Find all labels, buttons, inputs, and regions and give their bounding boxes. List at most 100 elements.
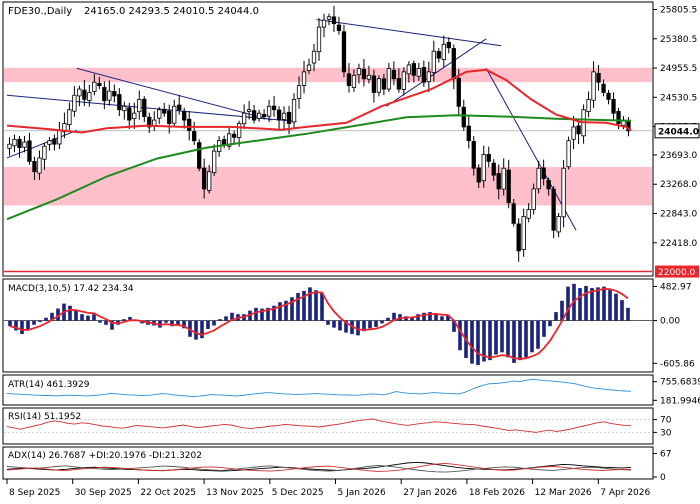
candle-body [231, 133, 237, 138]
candle-body [511, 203, 516, 224]
candle-body [576, 125, 581, 135]
macd-ytick-label: -605.86 [660, 359, 695, 369]
candle-body [162, 108, 167, 114]
candle-body [551, 188, 556, 231]
candle-body [97, 82, 102, 87]
candle-body [421, 67, 426, 83]
macd-bar [32, 320, 36, 325]
candle-body [22, 141, 27, 148]
macd-bar [560, 300, 564, 321]
macd-bar [488, 320, 492, 361]
candle-body [496, 173, 501, 190]
macd-bar [416, 314, 420, 321]
candle-body [606, 92, 611, 100]
macd-bar [80, 314, 84, 321]
atr-y-axis: 755.6839 181.9946 [653, 378, 700, 406]
candle-body [102, 87, 107, 102]
macd-bar [620, 300, 624, 321]
candle-body [222, 139, 227, 145]
candle-body [506, 169, 511, 204]
atr-line [6, 378, 632, 397]
macd-signal-line [9, 287, 629, 360]
candle-body [561, 167, 566, 218]
price-ytick-label: 24530.5 [660, 93, 697, 103]
current-price-box [654, 123, 700, 139]
macd-bar [218, 319, 222, 321]
candle-body [202, 167, 207, 190]
candle-body [117, 94, 122, 111]
macd-bar [338, 320, 342, 331]
x-tick-label: 27 Jan 2026 [403, 488, 457, 498]
candle-body [142, 98, 147, 118]
x-axis: 8 Sep 2025 30 Sep 2025 22 Oct 2025 13 Nov 2… [6, 479, 651, 498]
candle-body [7, 143, 12, 149]
macd-bar [92, 314, 96, 321]
trendline-3 [316, 19, 502, 47]
macd-bar [26, 320, 30, 331]
macd-bar [230, 312, 234, 321]
macd-panel: MACD(3,10,5) 17.42 234.34 [2, 278, 654, 373]
adx-line [6, 462, 632, 472]
candle-body [321, 19, 327, 28]
candle-body [122, 105, 127, 112]
macd-bar [14, 320, 18, 331]
candle-body [531, 188, 536, 211]
candle-body [326, 16, 332, 20]
candle-body [127, 107, 132, 121]
candle-body [306, 64, 312, 71]
atr-label: ATR(14) 461.3929 [8, 380, 90, 390]
rsi-ytick-label: 30 [660, 428, 672, 438]
candle-body [256, 112, 262, 119]
macd-bar [500, 320, 504, 353]
macd-ytick-label: 482.97 [660, 282, 692, 292]
macd-bar [314, 290, 318, 321]
macd-label: MACD(3,10,5) 17.42 234.34 [8, 284, 134, 294]
current-price-label: 24044.0 [658, 127, 699, 137]
candle-body [366, 74, 372, 80]
candle-body [132, 112, 137, 119]
candle-body [207, 171, 212, 191]
macd-bar [344, 320, 348, 333]
candle-body [516, 223, 521, 252]
candle-body [77, 88, 82, 97]
rsi-label: RSI(14) 51.1952 [8, 412, 81, 422]
price-symbol-label: FDE30.,Daily [8, 6, 72, 17]
macd-bar [428, 312, 432, 321]
candle-body [431, 50, 436, 73]
x-tick-label: 7 Apr 2026 [600, 488, 650, 498]
price-ytick-label: 25805.5 [660, 6, 697, 16]
candle-body [456, 77, 461, 107]
candle-body [87, 92, 92, 101]
macd-bar [446, 315, 450, 321]
macd-bar [596, 287, 600, 321]
candle-body [541, 167, 546, 179]
macd-bar [458, 320, 462, 351]
macd-bar [374, 320, 378, 327]
candle-body [182, 111, 187, 121]
support-price-box [655, 265, 699, 278]
candle-body [501, 167, 506, 190]
candle-body [137, 99, 142, 113]
candle-body [371, 75, 377, 93]
candle-body [192, 131, 197, 142]
candle-body [386, 68, 392, 90]
rsi-panel: RSI(14) 51.1952 [2, 407, 654, 445]
price-ytick-label: 23268.0 [660, 180, 697, 190]
candle-body [107, 90, 112, 101]
x-tick-label: 30 Sep 2025 [75, 488, 132, 498]
macd-bar [56, 308, 60, 321]
adx-y-axis: 67 0 [653, 450, 671, 483]
macd-bar [524, 320, 528, 358]
price-ytick-label: 24955.5 [660, 64, 697, 74]
candle-body [356, 68, 362, 76]
candle-body [381, 78, 387, 90]
trendline-0 [6, 94, 297, 122]
candle-body [611, 99, 616, 114]
adx-ytick-label: 0 [660, 473, 666, 483]
candle-body [596, 72, 601, 83]
candle-body [177, 104, 182, 111]
macd-bar [182, 320, 186, 329]
candle-body [471, 141, 476, 169]
